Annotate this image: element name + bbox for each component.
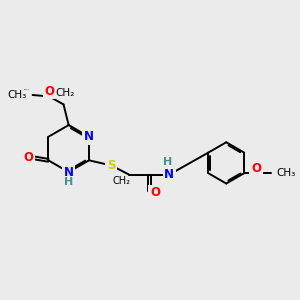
Text: CH₃: CH₃ <box>276 168 296 178</box>
Text: H: H <box>164 157 173 166</box>
Text: methoxy: methoxy <box>24 89 31 91</box>
Text: O: O <box>44 85 54 98</box>
Text: N: N <box>164 168 174 181</box>
Text: CH₃: CH₃ <box>7 90 26 100</box>
Text: O: O <box>150 186 160 199</box>
Text: H: H <box>64 177 73 188</box>
Text: CH₂: CH₂ <box>113 176 131 186</box>
Text: O: O <box>24 151 34 164</box>
Text: N: N <box>84 130 94 143</box>
Text: S: S <box>107 159 116 172</box>
Text: H: H <box>64 176 73 186</box>
Text: N: N <box>64 166 74 178</box>
Text: O: O <box>251 161 261 175</box>
Text: CH₂: CH₂ <box>55 88 75 98</box>
